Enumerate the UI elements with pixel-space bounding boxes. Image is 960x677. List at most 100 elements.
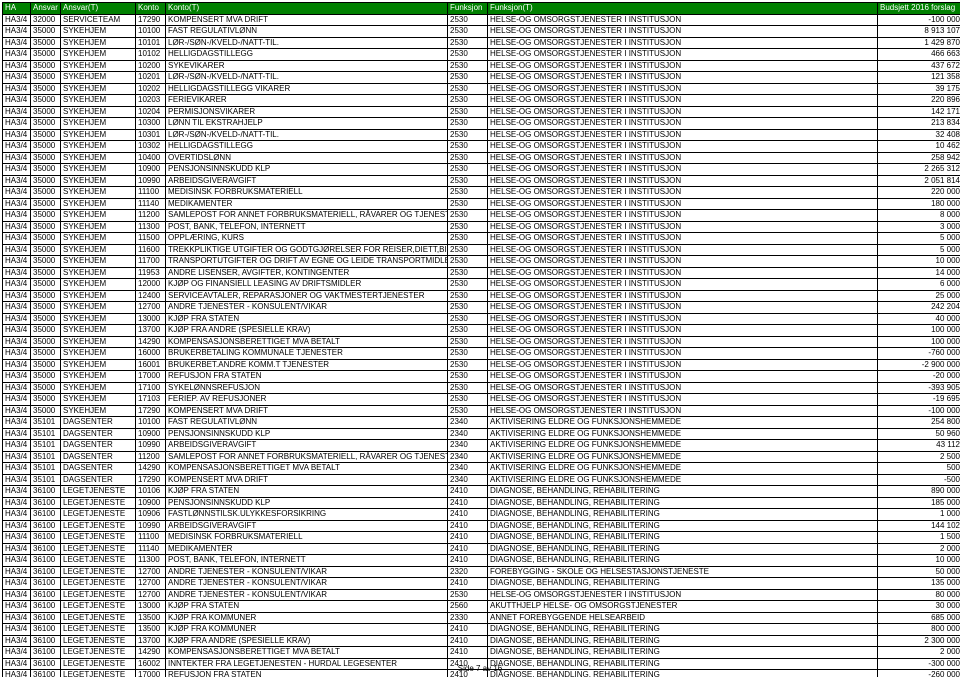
table-cell: 17100	[136, 382, 166, 394]
table-cell: 2530	[448, 267, 488, 279]
table-cell: HA3/4	[3, 152, 31, 164]
table-cell: ANDRE TJENESTER - KONSULENT/VIKAR	[166, 566, 448, 578]
table-cell: HA3/4	[3, 451, 31, 463]
table-cell: 35000	[31, 256, 61, 268]
table-cell: HELSE-OG OMSORGSTJENESTER I INSTITUSJON	[488, 141, 878, 153]
table-cell: HELSE-OG OMSORGSTJENESTER I INSTITUSJON	[488, 37, 878, 49]
table-cell: LEGETJENESTE	[61, 497, 136, 509]
table-cell: 36100	[31, 647, 61, 659]
table-cell: HELSE-OG OMSORGSTJENESTER I INSTITUSJON	[488, 210, 878, 222]
table-cell: 17103	[136, 394, 166, 406]
table-cell: LEGETJENESTE	[61, 601, 136, 613]
table-cell: 2530	[448, 325, 488, 337]
table-cell: 2530	[448, 141, 488, 153]
table-cell: KJØP FRA ANDRE (SPESIELLE KRAV)	[166, 635, 448, 647]
table-cell: HELSE-OG OMSORGSTJENESTER I INSTITUSJON	[488, 152, 878, 164]
table-cell: HA3/4	[3, 187, 31, 199]
table-cell: 36100	[31, 566, 61, 578]
table-cell: SYKEHJEM	[61, 129, 136, 141]
table-cell: 11200	[136, 210, 166, 222]
table-row: HA3/435000SYKEHJEM14290KOMPENSASJONSBERE…	[3, 336, 960, 348]
table-cell: HELSE-OG OMSORGSTJENESTER I INSTITUSJON	[488, 336, 878, 348]
table-cell: 36100	[31, 520, 61, 532]
table-cell: DIAGNOSE, BEHANDLING, REHABILITERING	[488, 647, 878, 659]
table-cell: SYKEHJEM	[61, 233, 136, 245]
table-cell: KOMPENSASJONSBERETTIGET MVA BETALT	[166, 647, 448, 659]
table-cell: 2530	[448, 14, 488, 26]
table-cell: HA3/4	[3, 359, 31, 371]
table-cell: HA3/4	[3, 532, 31, 544]
table-row: HA3/436100LEGETJENESTE11100MEDISINSK FOR…	[3, 532, 960, 544]
table-cell: SYKEHJEM	[61, 348, 136, 360]
table-cell: LEGETJENESTE	[61, 555, 136, 567]
table-cell: 35000	[31, 221, 61, 233]
table-cell: 2530	[448, 359, 488, 371]
table-cell: 2 300 000	[878, 635, 960, 647]
table-row: HA3/435000SYKEHJEM11140MEDIKAMENTER2530H…	[3, 198, 960, 210]
table-cell: 2530	[448, 175, 488, 187]
table-cell: HA3/4	[3, 267, 31, 279]
table-cell: 10102	[136, 49, 166, 61]
table-row: HA3/436100LEGETJENESTE13500KJØP FRA KOMM…	[3, 612, 960, 624]
table-cell: SYKEHJEM	[61, 371, 136, 383]
table-cell: 2530	[448, 118, 488, 130]
table-cell: 437 672	[878, 60, 960, 72]
table-cell: 35000	[31, 187, 61, 199]
table-cell: HELSE-OG OMSORGSTJENESTER I INSTITUSJON	[488, 256, 878, 268]
table-cell: 2530	[448, 233, 488, 245]
table-cell: MEDISINSK FORBRUKSMATERIELL	[166, 187, 448, 199]
table-cell: 2530	[448, 405, 488, 417]
table-cell: SYKEHJEM	[61, 198, 136, 210]
table-cell: 36100	[31, 532, 61, 544]
table-cell: 2320	[448, 566, 488, 578]
table-cell: DAGSENTER	[61, 474, 136, 486]
table-cell: LEGETJENESTE	[61, 612, 136, 624]
table-cell: SYKEHJEM	[61, 267, 136, 279]
table-cell: KOMPENSASJONSBERETTIGET MVA BETALT	[166, 336, 448, 348]
table-cell: 36100	[31, 509, 61, 521]
table-cell: 2410	[448, 578, 488, 590]
table-row: HA3/436100LEGETJENESTE13000KJØP FRA STAT…	[3, 601, 960, 613]
table-cell: 2530	[448, 26, 488, 38]
table-cell: 50 000	[878, 566, 960, 578]
table-cell: POST, BANK, TELEFON, INTERNETT	[166, 221, 448, 233]
table-cell: -393 905	[878, 382, 960, 394]
table-cell: 32 408	[878, 129, 960, 141]
table-cell: 2 000	[878, 543, 960, 555]
table-row: HA3/436100LEGETJENESTE10106KJØP FRA STAT…	[3, 486, 960, 498]
table-cell: -100 000	[878, 405, 960, 417]
table-cell: 12700	[136, 566, 166, 578]
table-cell: HELSE-OG OMSORGSTJENESTER I INSTITUSJON	[488, 129, 878, 141]
table-cell: 135 000	[878, 578, 960, 590]
table-cell: 35000	[31, 118, 61, 130]
table-row: HA3/435000SYKEHJEM17000REFUSJON FRA STAT…	[3, 371, 960, 383]
table-cell: ANDRE TJENESTER - KONSULENT/VIKAR	[166, 589, 448, 601]
table-cell: HA3/4	[3, 382, 31, 394]
table-cell: SYKEVIKARER	[166, 60, 448, 72]
table-cell: 36100	[31, 555, 61, 567]
table-cell: HELSE-OG OMSORGSTJENESTER I INSTITUSJON	[488, 95, 878, 107]
table-cell: 12400	[136, 290, 166, 302]
table-cell: 11140	[136, 543, 166, 555]
table-cell: 39 175	[878, 83, 960, 95]
table-cell: KJØP FRA KOMMUNER	[166, 624, 448, 636]
table-cell: HELSE-OG OMSORGSTJENESTER I INSTITUSJON	[488, 267, 878, 279]
table-cell: REFUSJON FRA STATEN	[166, 371, 448, 383]
table-cell: 35000	[31, 83, 61, 95]
table-cell: 11200	[136, 451, 166, 463]
table-cell: SERVICEAVTALER, REPARASJONER OG VAKTMEST…	[166, 290, 448, 302]
table-cell: HELSE-OG OMSORGSTJENESTER I INSTITUSJON	[488, 382, 878, 394]
table-cell: LØNN TIL EKSTRAHJELP	[166, 118, 448, 130]
table-cell: 35101	[31, 474, 61, 486]
table-cell: 11100	[136, 187, 166, 199]
table-cell: 36100	[31, 578, 61, 590]
table-cell: DIAGNOSE, BEHANDLING, REHABILITERING	[488, 520, 878, 532]
table-cell: KOMPENSERT MVA DRIFT	[166, 405, 448, 417]
table-cell: 2530	[448, 83, 488, 95]
table-row: HA3/435000SYKEHJEM11600TREKKPLIKTIGE UTG…	[3, 244, 960, 256]
table-cell: 35000	[31, 233, 61, 245]
table-cell: 2340	[448, 417, 488, 429]
table-cell: 35000	[31, 141, 61, 153]
table-cell: HA3/4	[3, 566, 31, 578]
table-cell: 17290	[136, 474, 166, 486]
